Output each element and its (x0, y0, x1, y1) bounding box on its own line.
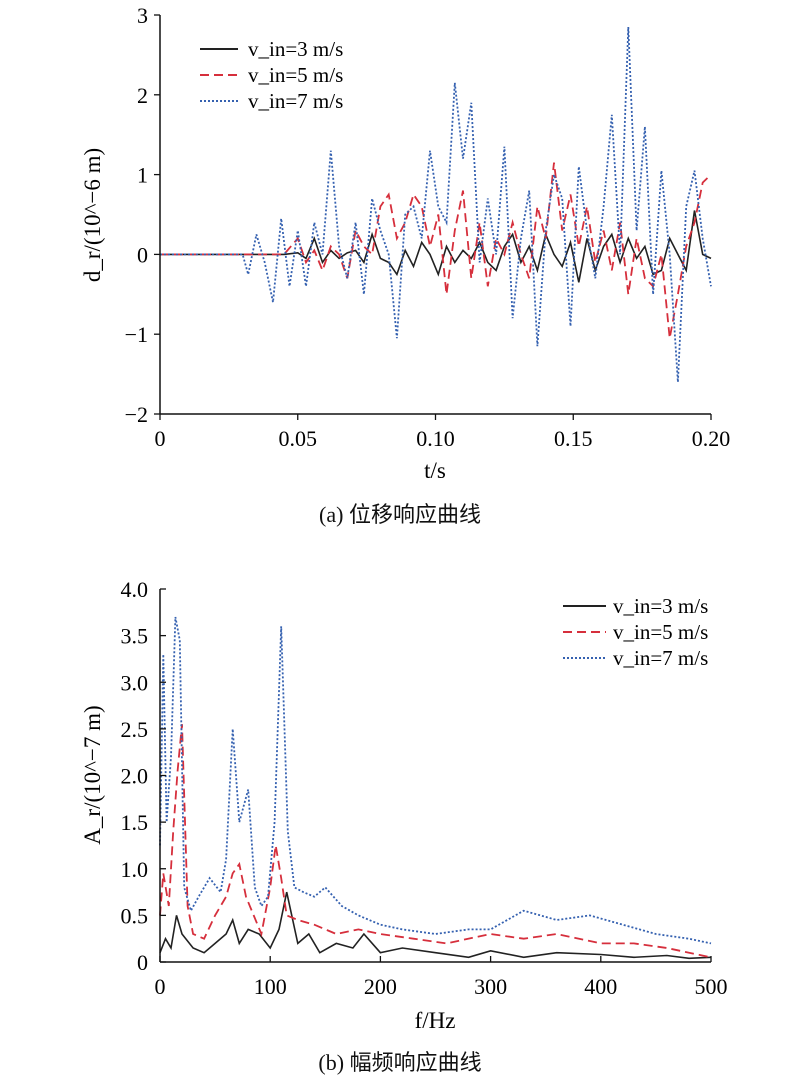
y-tick-label: 0 (137, 950, 148, 975)
displacement-series-group (160, 26, 712, 383)
x-tick-label: 0.05 (279, 426, 318, 451)
displacement-legend-lines (200, 48, 238, 102)
amplitude-x-axis-label: f/Hz (415, 1008, 456, 1033)
amplitude-legend: v_in=3 m/s v_in=5 m/s v_in=7 m/s (563, 594, 708, 670)
amplitude-chart: 0 100 200 300 400 500 0 0.5 1.0 1.5 2.0 2.5 3.0 3.5 4.… (80, 577, 728, 1033)
displacement-legend-label-3: v_in=7 m/s (248, 89, 343, 113)
series-line-2 (160, 162, 712, 339)
y-tick-label: −2 (125, 402, 148, 427)
amplitude-y-axis-label: A_r/(10^−7 m) (80, 705, 105, 844)
x-tick-label: 500 (695, 974, 728, 999)
y-tick-label: 3.0 (121, 670, 149, 695)
x-tick-label: 0 (155, 426, 166, 451)
y-tick-label: 2 (137, 83, 148, 108)
y-tick-label: 1.0 (121, 857, 149, 882)
displacement-legend-label-2: v_in=5 m/s (248, 63, 343, 87)
y-tick-label: 4.0 (121, 577, 149, 602)
y-tick-label: 0 (137, 242, 148, 267)
series-line-1 (159, 891, 712, 960)
amplitude-legend-label-2: v_in=5 m/s (613, 620, 708, 644)
y-tick-label: 1 (137, 163, 148, 188)
caption-b: (b) 幅频响应曲线 (318, 1050, 482, 1075)
x-tick-label: 200 (364, 974, 397, 999)
x-tick-label: 0.15 (554, 426, 593, 451)
amplitude-legend-label-1: v_in=3 m/s (613, 594, 708, 618)
x-tick-label: 400 (584, 974, 617, 999)
series-line-3 (159, 616, 712, 945)
x-tick-label: 0.20 (692, 426, 731, 451)
y-tick-label: −1 (125, 322, 148, 347)
y-tick-label: 0.5 (121, 903, 149, 928)
series-line-1 (160, 210, 712, 283)
amplitude-legend-lines (563, 605, 606, 659)
displacement-y-axis-label: d_r/(10^−6 m) (80, 148, 105, 282)
x-tick-label: 0 (155, 974, 166, 999)
displacement-legend-label-1: v_in=3 m/s (248, 37, 343, 61)
y-tick-label: 3 (137, 3, 148, 28)
y-tick-label: 3.5 (121, 624, 149, 649)
displacement-ticks: 0 0.05 0.10 0.15 0.20 −2 −1 0 1 2 3 (125, 3, 731, 451)
x-tick-label: 100 (254, 974, 287, 999)
y-tick-label: 2.0 (121, 764, 149, 789)
displacement-legend: v_in=3 m/s v_in=5 m/s v_in=7 m/s (200, 37, 343, 113)
amplitude-legend-label-3: v_in=7 m/s (613, 646, 708, 670)
amplitude-series-group (159, 616, 712, 960)
series-line-2 (159, 724, 712, 959)
y-tick-label: 1.5 (121, 810, 149, 835)
series-line-3 (160, 26, 712, 383)
displacement-chart: 0 0.05 0.10 0.15 0.20 −2 −1 0 1 2 3 v_in=3 m/s v_i… (80, 3, 730, 483)
displacement-x-axis-label: t/s (424, 458, 446, 483)
amplitude-ticks: 0 100 200 300 400 500 0 0.5 1.0 1.5 2.0 2.5 3.0 3.5 4.… (121, 577, 728, 999)
x-tick-label: 0.10 (416, 426, 455, 451)
y-tick-label: 2.5 (121, 717, 149, 742)
x-tick-label: 300 (474, 974, 507, 999)
caption-a: (a) 位移响应曲线 (319, 502, 481, 527)
